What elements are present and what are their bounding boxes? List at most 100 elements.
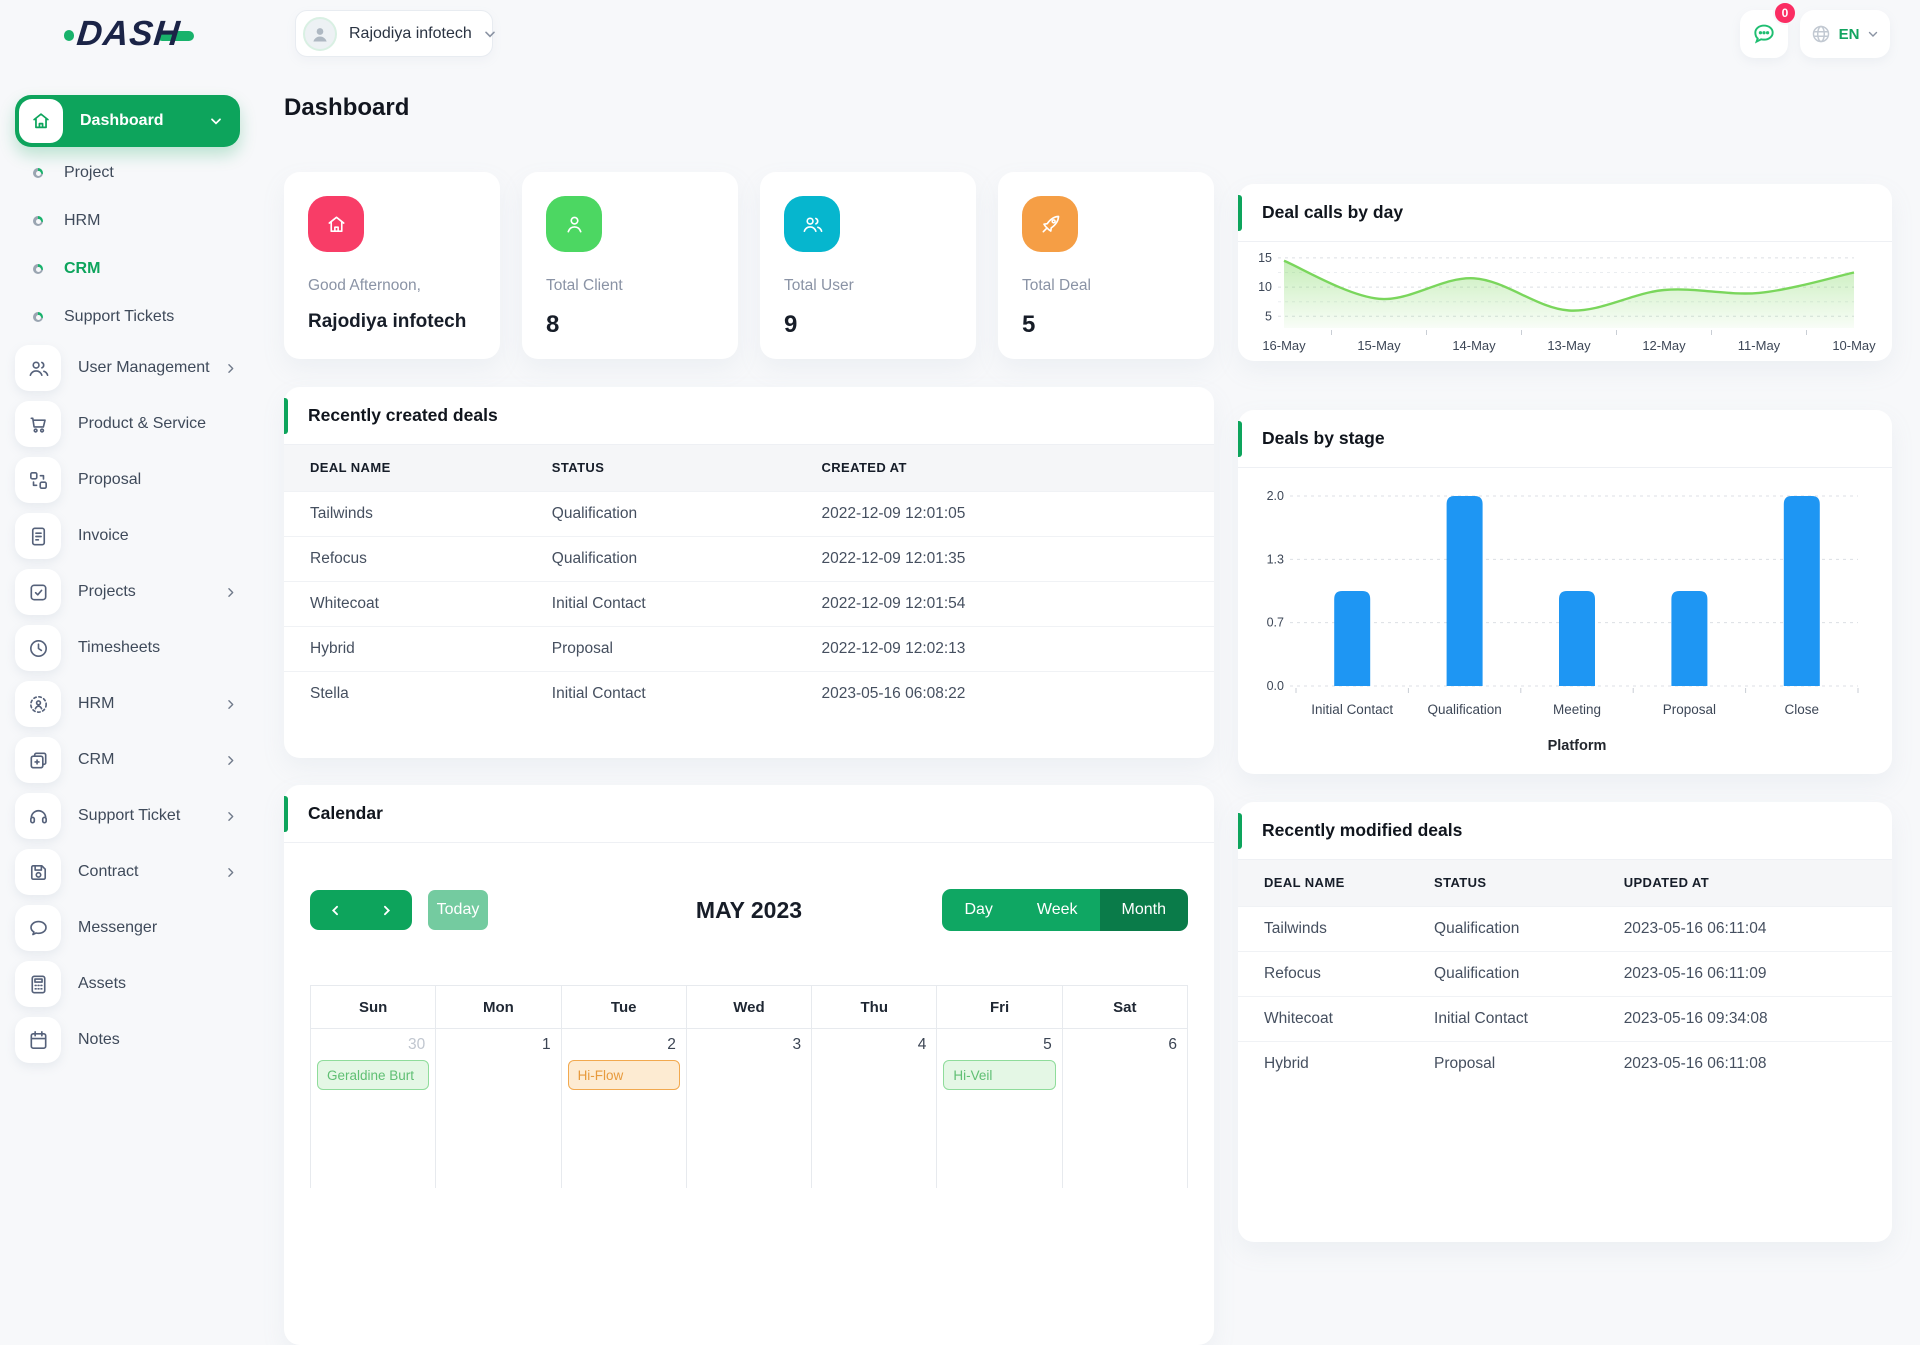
chevron-right-icon: [223, 585, 238, 600]
calendar-view-week-button[interactable]: Week: [1014, 889, 1100, 931]
chat-bubble-icon: [1751, 21, 1777, 47]
sidebar-item-label: HRM: [78, 695, 115, 712]
sidebar-item-product-service[interactable]: Product & Service: [0, 396, 252, 452]
invoice-icon: [15, 513, 61, 559]
sidebar-item-invoice[interactable]: Invoice: [0, 508, 252, 564]
svg-text:Proposal: Proposal: [1663, 702, 1716, 717]
language-code: EN: [1838, 25, 1860, 43]
column-header: DEAL NAME: [1238, 860, 1409, 906]
table-cell: Refocus: [1238, 950, 1409, 996]
calendar-day-cell[interactable]: 2 Hi-Flow: [561, 1028, 687, 1188]
sidebar-item-contract[interactable]: Contract: [0, 844, 252, 900]
calendar-day-cell[interactable]: 30 Geraldine Burt: [311, 1028, 437, 1188]
svg-text:5: 5: [1265, 309, 1272, 323]
users-icon: [15, 345, 61, 391]
sidebar-item-hrm[interactable]: HRM: [0, 676, 252, 732]
sidebar-item-timesheets[interactable]: Timesheets: [0, 620, 252, 676]
table-cell: Whitecoat: [1238, 995, 1409, 1041]
sidebar-item-label: CRM: [78, 751, 115, 768]
calendar-view-switcher: Day Week Month: [942, 889, 1188, 931]
sidebar-item-crm[interactable]: CRM: [0, 732, 252, 788]
sidebar-subitem-label: Support Tickets: [64, 308, 175, 325]
sidebar-item-label: Timesheets: [78, 639, 161, 656]
sidebar-item-label: Proposal: [78, 471, 142, 488]
table-cell: Tailwinds: [284, 490, 526, 536]
stat-card: Total Deal 5: [998, 172, 1214, 359]
headset-icon: [15, 793, 61, 839]
calendar-weekday-header: Mon: [436, 986, 562, 1028]
layout-cards-icon: [15, 737, 61, 783]
calendar-event[interactable]: Hi-Veil: [943, 1060, 1056, 1090]
logo-dash: [156, 31, 194, 41]
table-cell: 2022-12-09 12:01:35: [795, 535, 1214, 581]
table-cell: Tailwinds: [1238, 905, 1409, 951]
calendar-weekday-header: Sat: [1113, 998, 1137, 1016]
calendar-weekday-header: Thu: [812, 986, 938, 1028]
sidebar-item-dashboard[interactable]: Dashboard: [15, 95, 240, 147]
calendar-nav: [310, 890, 412, 930]
logo-text: DASH: [74, 14, 182, 53]
calendar-view-month-button[interactable]: Month: [1099, 889, 1188, 931]
calendar-next-button[interactable]: [361, 890, 412, 930]
calendar-day-cell[interactable]: 3: [686, 1028, 813, 1188]
card-accent: [1238, 421, 1242, 457]
svg-text:Qualification: Qualification: [1427, 702, 1501, 717]
calendar-date: 4: [917, 1036, 927, 1053]
sidebar-subitem-crm[interactable]: CRM: [0, 245, 240, 293]
language-selector[interactable]: EN: [1800, 10, 1890, 58]
calendar-today-button[interactable]: Today: [428, 890, 488, 930]
messages-button[interactable]: 0: [1740, 1, 1797, 58]
sidebar-item-projects[interactable]: Projects: [0, 564, 252, 620]
calendar-view-day-button[interactable]: Day: [942, 889, 1015, 931]
deals-by-stage-card: Deals by stage 0.0 0.7 1.3 2.0 Initial Conta…: [1238, 410, 1892, 774]
calendar-day-cell[interactable]: 1: [436, 1028, 562, 1188]
stat-card: Total User 9: [760, 172, 976, 359]
table-cell: Hybrid: [1238, 1040, 1409, 1086]
app-logo[interactable]: DASH: [64, 12, 194, 56]
sidebar-item-messenger[interactable]: Messenger: [0, 900, 252, 956]
sidebar-subitem-support-tickets[interactable]: Support Tickets: [0, 293, 240, 341]
table-row: Tailwinds Qualification 2022-12-09 12:01:0…: [284, 490, 1214, 536]
calendar-date: 30: [408, 1036, 426, 1053]
card-title: Calendar: [308, 803, 383, 823]
sidebar-item-notes[interactable]: Notes: [0, 1012, 252, 1068]
calendar-grid: Sun Mon Tue Wed Thu Fri Sat 30 Geraldine Burt 1 2…: [310, 985, 1188, 1188]
sidebar-item-label: Support Ticket: [78, 807, 181, 824]
sidebar-subitem-project[interactable]: Project: [0, 149, 240, 197]
svg-text:Platform: Platform: [1548, 738, 1607, 754]
sidebar-item-support-ticket[interactable]: Support Ticket: [0, 788, 252, 844]
workspace-selector[interactable]: Rajodiya infotech: [295, 10, 495, 57]
table-cell: Proposal: [1408, 1040, 1598, 1086]
calendar-date: 3: [792, 1036, 802, 1053]
calendar-event[interactable]: Geraldine Burt: [317, 1060, 430, 1090]
calendar-day-cell[interactable]: 4: [812, 1028, 938, 1188]
chevron-right-icon: [223, 865, 238, 880]
deal-calls-area-chart: 5 10 15 16-May 15-May 14-May 13-May 12-May 11-Ma…: [1258, 251, 1876, 353]
card-title: Deals by stage: [1262, 428, 1385, 448]
chevron-down-icon: [208, 113, 224, 129]
stat-value: 5: [1022, 311, 1036, 338]
sidebar-item-label: Notes: [78, 1031, 120, 1048]
sidebar-item-user-management[interactable]: User Management: [0, 340, 252, 396]
stat-value: 8: [546, 311, 560, 338]
sidebar-item-label: Contract: [78, 863, 139, 880]
sidebar-item-label: Assets: [78, 975, 127, 992]
calendar-day-cell[interactable]: 6: [1062, 1028, 1187, 1188]
sidebar-item-label: Messenger: [78, 919, 158, 936]
calendar-prev-button[interactable]: [310, 890, 361, 930]
clock-icon: [15, 625, 61, 671]
calendar-day-cell[interactable]: 5 Hi-Veil: [937, 1028, 1063, 1188]
calculator-icon: [15, 961, 61, 1007]
table-row: Whitecoat Initial Contact 2022-12-09 12:01…: [284, 580, 1214, 626]
sidebar-dashboard-submenu: Project HRM CRM Support Tickets: [0, 149, 240, 341]
card-accent: [1238, 813, 1242, 849]
chevron-right-icon: [223, 697, 238, 712]
page-title: Dashboard: [284, 94, 410, 121]
sidebar-item-proposal[interactable]: Proposal: [0, 452, 252, 508]
sidebar-subitem-hrm[interactable]: HRM: [0, 197, 240, 245]
sidebar-item-assets[interactable]: Assets: [0, 956, 252, 1012]
card-title: Recently created deals: [308, 405, 498, 425]
table-cell: Hybrid: [284, 625, 526, 671]
sidebar-item-label: User Management: [78, 359, 210, 376]
calendar-event[interactable]: Hi-Flow: [567, 1060, 680, 1090]
